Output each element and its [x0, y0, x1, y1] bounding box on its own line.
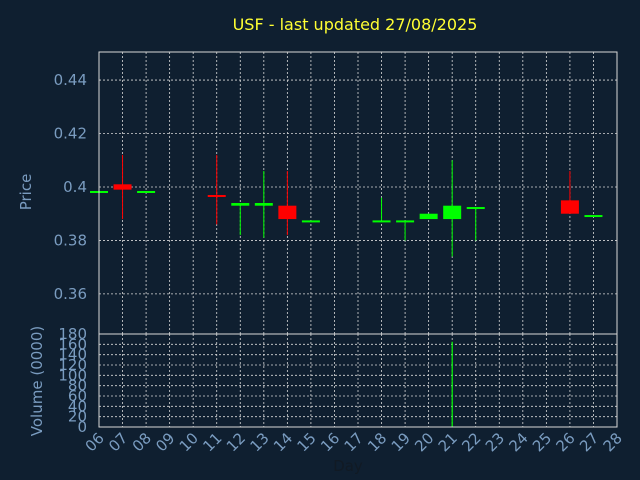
- candle-21: [443, 160, 462, 257]
- price-tick-label: 0.44: [54, 71, 87, 89]
- candle-20: [419, 213, 438, 220]
- day-tick-label: 09: [152, 429, 178, 455]
- candle-body: [372, 220, 391, 223]
- candle-11: [207, 154, 226, 225]
- day-tick-label: 22: [458, 429, 484, 455]
- candle-22: [466, 207, 485, 241]
- day-tick-label: 10: [176, 429, 202, 455]
- day-tick-label: 13: [246, 429, 272, 455]
- candle-body: [301, 220, 320, 223]
- day-tick-label: 28: [600, 429, 626, 455]
- candle-body: [113, 184, 132, 190]
- day-tick-label: 27: [576, 429, 602, 455]
- volume-tick-label: 40: [68, 397, 87, 415]
- day-tick-label: 20: [411, 429, 437, 455]
- day-tick-label: 12: [223, 429, 249, 455]
- day-tick-label: 11: [199, 429, 225, 455]
- day-tick-label: 14: [270, 429, 296, 455]
- volume-tick-label: 100: [58, 366, 87, 384]
- candle-15: [301, 220, 320, 223]
- day-tick-label: 18: [364, 429, 390, 455]
- candle-body: [231, 203, 250, 206]
- volume-tick-label: 20: [68, 408, 87, 426]
- day-tick-label: 24: [505, 429, 531, 455]
- day-axis-label: Day: [333, 457, 363, 475]
- day-tick-label: 17: [341, 429, 367, 455]
- volume-tick-label: 140: [58, 346, 87, 364]
- day-tick-label: 23: [482, 429, 508, 455]
- candle-body: [278, 205, 297, 220]
- volume-axis-label: Volume (0000): [28, 326, 46, 436]
- day-tick-label: 26: [553, 429, 579, 455]
- day-tick-label: 07: [105, 429, 131, 455]
- volume-tick-label: 180: [58, 325, 87, 343]
- candle-26: [560, 170, 579, 214]
- candle-body: [560, 200, 579, 214]
- candle-body: [254, 203, 273, 206]
- volume-tick-label: 160: [58, 335, 87, 353]
- volume-panel-frame: [98, 333, 618, 428]
- chart-title: USF - last updated 27/08/2025: [233, 15, 478, 34]
- day-tick-label: 08: [129, 429, 155, 455]
- candle-body: [396, 220, 415, 223]
- day-tick-label: 21: [435, 429, 461, 455]
- candle-body: [443, 205, 462, 220]
- price-tick-label: 0.36: [54, 285, 87, 303]
- candle-18: [372, 197, 391, 223]
- candle-body: [207, 195, 226, 198]
- candle-08: [137, 190, 156, 193]
- candle-07: [113, 154, 132, 220]
- candle-12: [231, 203, 250, 236]
- price-tick-label: 0.4: [63, 178, 87, 196]
- day-tick-label: 16: [317, 429, 343, 455]
- price-axis-label: Price: [17, 174, 35, 211]
- day-tick-label: 19: [388, 429, 414, 455]
- volume-tick-label: 120: [58, 356, 87, 374]
- candle-19: [396, 220, 415, 241]
- candle-body: [137, 190, 156, 193]
- day-tick-label: 15: [294, 429, 320, 455]
- candle-body: [584, 215, 603, 218]
- candle-body: [466, 207, 485, 210]
- price-tick-label: 0.38: [54, 231, 87, 249]
- price-tick-label: 0.42: [54, 125, 87, 143]
- candle-body: [419, 213, 438, 220]
- volume-tick-label: 60: [68, 387, 87, 405]
- candle-14: [278, 170, 297, 236]
- candle-27: [584, 215, 603, 218]
- volume-tick-label: 80: [68, 377, 87, 395]
- day-tick-label: 25: [529, 429, 555, 455]
- volume-tick-label: 0: [77, 418, 87, 436]
- candle-13: [254, 170, 273, 238]
